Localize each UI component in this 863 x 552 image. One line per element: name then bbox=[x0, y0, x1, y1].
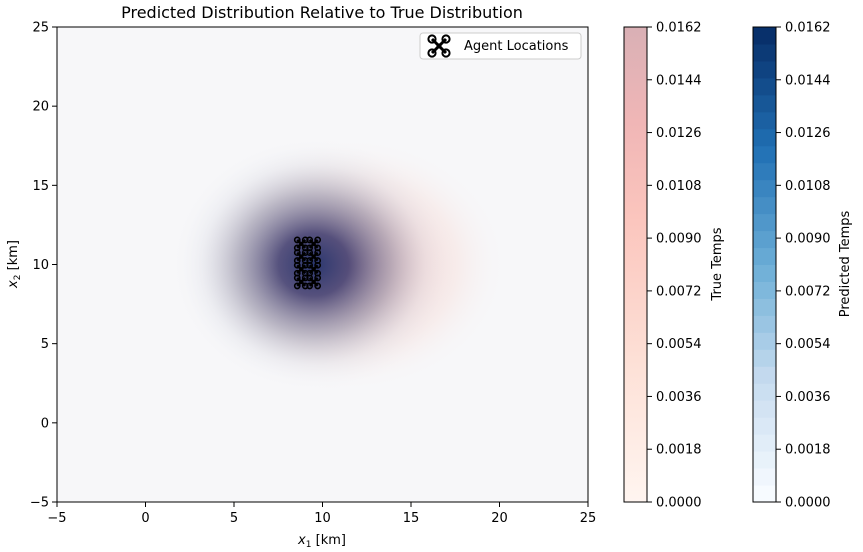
colorbar-tick-label: 0.0054 bbox=[656, 337, 702, 352]
colorbar-step bbox=[753, 196, 776, 215]
quadcopter-icon bbox=[427, 34, 451, 58]
colorbar-step bbox=[753, 332, 776, 350]
y-tick-label: 20 bbox=[32, 100, 49, 115]
agent-marker bbox=[306, 274, 322, 290]
colorbar-tick-label: 0.0072 bbox=[785, 284, 831, 299]
x-axis-label: x1 [km] bbox=[297, 533, 346, 550]
colorbar-step bbox=[753, 264, 776, 282]
legend-label: Agent Locations bbox=[464, 39, 569, 54]
colorbar-predicted-temps-label: Predicted Temps bbox=[838, 210, 853, 317]
x-tick-label: 0 bbox=[141, 511, 149, 526]
colorbar-step bbox=[753, 128, 776, 147]
colorbar-step bbox=[753, 230, 776, 249]
colorbar-tick-label: 0.0162 bbox=[656, 21, 702, 36]
agent-marker bbox=[306, 261, 322, 277]
colorbar-tick-label: 0.0054 bbox=[785, 337, 831, 352]
y-tick-label: 10 bbox=[32, 258, 49, 273]
colorbar-tick-label: 0.0036 bbox=[656, 390, 702, 405]
colorbar-step bbox=[753, 451, 776, 469]
colorbar-step bbox=[753, 247, 776, 265]
colorbar-tick-label: 0.0090 bbox=[785, 232, 831, 247]
x-tick-label: 10 bbox=[314, 511, 331, 526]
colorbar-predicted-temps-ticks: 0.0000 0.0018 0.0036 0.0054 0.0072 0.0090 0.01… bbox=[776, 21, 831, 511]
colorbar-step bbox=[753, 349, 776, 367]
colorbar-true-temps-ticks: 0.0000 0.0018 0.0036 0.0054 0.0072 0.0090 0.01… bbox=[647, 21, 702, 511]
colorbar-step bbox=[753, 417, 776, 435]
colorbar-tick-label: 0.0144 bbox=[656, 73, 702, 88]
colorbar-step bbox=[753, 145, 776, 164]
colorbar-step bbox=[753, 77, 776, 96]
colorbar-tick-label: 0.0126 bbox=[785, 126, 831, 141]
colorbar-step bbox=[753, 485, 776, 503]
colorbar-true-temps-bar bbox=[623, 26, 648, 503]
colorbar-step bbox=[753, 468, 776, 486]
y-tick-label: 5 bbox=[41, 337, 49, 352]
y-axis-label: x2 [km] bbox=[6, 240, 23, 289]
colorbar-step bbox=[753, 400, 776, 418]
y-tick-label: −5 bbox=[30, 496, 49, 511]
agent-marker bbox=[293, 249, 309, 264]
colorbar-step bbox=[753, 94, 776, 113]
colorbar-tick-label: 0.0126 bbox=[656, 126, 702, 141]
y-tick-label: 25 bbox=[32, 21, 49, 36]
colorbar-step bbox=[753, 281, 776, 299]
colorbar-tick-label: 0.0162 bbox=[785, 21, 831, 36]
x-tick-label: −5 bbox=[47, 511, 66, 526]
colorbar-step bbox=[753, 162, 776, 181]
chart-title: Predicted Distribution Relative to True … bbox=[121, 3, 523, 22]
y-tick-label: 15 bbox=[32, 179, 49, 194]
colorbar-tick-label: 0.0018 bbox=[785, 443, 831, 458]
colorbar-tick-label: 0.0108 bbox=[785, 179, 831, 194]
colorbar-true-temps-label: True Temps bbox=[710, 227, 725, 301]
x-tick-label: 5 bbox=[230, 511, 238, 526]
colorbar-predicted-temps-frame bbox=[752, 26, 777, 503]
colorbar-tick-label: 0.0018 bbox=[656, 443, 702, 458]
colorbar-step bbox=[753, 383, 776, 401]
agent-marker bbox=[293, 236, 309, 252]
colorbar-predicted-temps-bar bbox=[753, 27, 776, 503]
x-axis-ticks: −5 0 5 10 15 20 25 bbox=[47, 502, 596, 526]
y-tick-label: 0 bbox=[41, 416, 49, 431]
colorbar-tick-label: 0.0108 bbox=[656, 179, 702, 194]
legend: Agent Locations bbox=[419, 32, 582, 60]
colorbar-step bbox=[753, 27, 776, 45]
colorbar-tick-label: 0.0072 bbox=[656, 284, 702, 299]
colorbar-step bbox=[753, 213, 776, 232]
colorbar-step bbox=[753, 60, 776, 79]
predicted-distribution-field bbox=[173, 139, 454, 390]
colorbar-step bbox=[753, 434, 776, 452]
x-tick-label: 20 bbox=[491, 511, 508, 526]
x-tick-label: 15 bbox=[403, 511, 420, 526]
legend-box bbox=[419, 32, 582, 60]
colorbar-step bbox=[753, 43, 776, 62]
agent-marker bbox=[293, 274, 309, 290]
colorbar-step bbox=[753, 298, 776, 316]
colorbar-step bbox=[753, 179, 776, 198]
agents-layer bbox=[293, 236, 322, 290]
colorbar-predicted-temps: 0.0000 0.0018 0.0036 0.0054 0.0072 0.0090 0.01… bbox=[752, 21, 853, 511]
colorbar-step bbox=[753, 111, 776, 130]
colorbar-tick-label: 0.0144 bbox=[785, 73, 831, 88]
colorbar-step bbox=[753, 366, 776, 384]
colorbar-tick-label: 0.0090 bbox=[656, 232, 702, 247]
colorbar-tick-label: 0.0036 bbox=[785, 390, 831, 405]
colorbar-true-temps: 0.0000 0.0018 0.0036 0.0054 0.0072 0.0090 0.01… bbox=[623, 21, 725, 511]
y-axis-ticks: −5 0 5 10 15 20 25 bbox=[30, 21, 57, 511]
plot-area bbox=[56, 26, 589, 503]
x-tick-label: 25 bbox=[580, 511, 597, 526]
colorbar-step bbox=[753, 315, 776, 333]
colorbar-tick-label: 0.0000 bbox=[656, 496, 702, 511]
colorbar-tick-label: 0.0000 bbox=[785, 496, 831, 511]
